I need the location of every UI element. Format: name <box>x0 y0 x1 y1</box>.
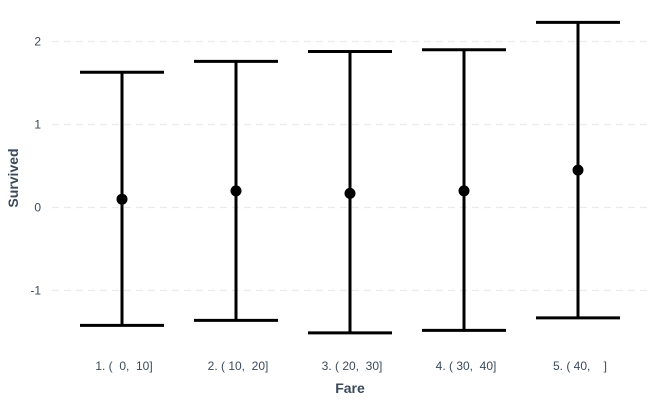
x-tick-label: 3. ( 20, 30] <box>322 359 383 373</box>
x-axis-ticks: 1. ( 0, 10] 2. ( 10, 20] 3. ( 20, 30] 4. ( … <box>95 359 607 373</box>
estimate-point <box>458 185 470 197</box>
x-axis-title: Fare <box>335 380 365 396</box>
estimate-point <box>344 187 356 199</box>
estimate-point <box>230 185 242 197</box>
error-bar-group <box>422 48 506 332</box>
error-bar-group <box>194 59 278 322</box>
error-bar-group <box>308 49 392 335</box>
y-tick-label: 0 <box>34 201 41 215</box>
y-tick-label: 2 <box>34 35 41 49</box>
estimate-point <box>116 193 128 205</box>
y-tick-label: -1 <box>30 284 41 298</box>
gridlines <box>52 40 648 292</box>
estimate-point <box>572 164 584 176</box>
x-tick-label: 4. ( 30, 40] <box>436 359 497 373</box>
error-bars <box>80 20 620 335</box>
x-tick-label: 5. ( 40, ] <box>553 359 607 373</box>
y-axis-ticks: -1 0 1 2 <box>30 35 41 298</box>
x-tick-label: 1. ( 0, 10] <box>95 359 152 373</box>
y-axis-title: Survived <box>5 148 21 207</box>
error-bar-group <box>536 20 620 320</box>
x-tick-label: 2. ( 10, 20] <box>208 359 269 373</box>
error-bar-group <box>80 70 164 327</box>
y-tick-label: 1 <box>34 118 41 132</box>
